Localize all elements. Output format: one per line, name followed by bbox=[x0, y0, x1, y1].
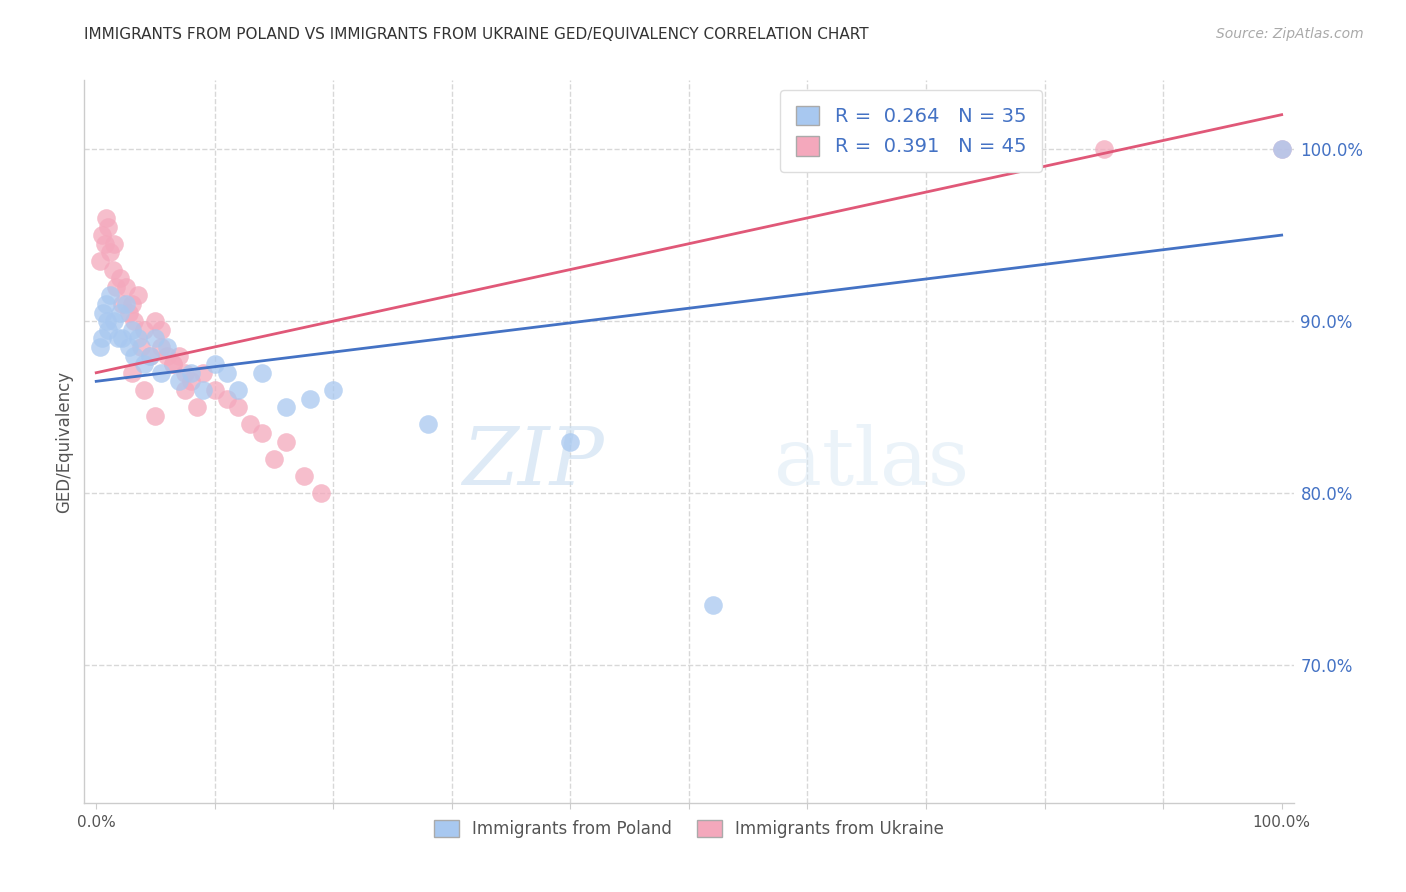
Point bbox=[239, 417, 262, 432]
Point bbox=[132, 323, 155, 337]
Point bbox=[97, 219, 120, 234]
Point bbox=[122, 349, 145, 363]
Point bbox=[145, 331, 167, 345]
Point bbox=[174, 383, 197, 397]
Point bbox=[91, 228, 114, 243]
Point bbox=[145, 314, 167, 328]
Y-axis label: GED/Equivalency: GED/Equivalency bbox=[55, 370, 73, 513]
Point bbox=[174, 366, 197, 380]
Point bbox=[180, 375, 202, 389]
Point bbox=[228, 383, 250, 397]
Point bbox=[118, 340, 141, 354]
Point bbox=[145, 409, 167, 423]
Point bbox=[132, 383, 155, 397]
Point bbox=[162, 357, 184, 371]
Point bbox=[103, 314, 125, 328]
Point bbox=[94, 297, 117, 311]
Point bbox=[108, 271, 131, 285]
Point bbox=[180, 366, 202, 380]
Point bbox=[1271, 142, 1294, 156]
Point bbox=[97, 323, 120, 337]
Point bbox=[96, 314, 118, 328]
Point bbox=[127, 331, 149, 345]
Point bbox=[156, 349, 179, 363]
Point bbox=[100, 288, 122, 302]
Point bbox=[101, 262, 124, 277]
Point bbox=[150, 340, 173, 354]
Point bbox=[89, 340, 111, 354]
Point bbox=[100, 245, 122, 260]
Point bbox=[156, 340, 179, 354]
Point bbox=[215, 392, 238, 406]
Point bbox=[322, 383, 344, 397]
Point bbox=[132, 357, 155, 371]
Point bbox=[150, 323, 173, 337]
Point bbox=[191, 366, 214, 380]
Point bbox=[127, 288, 149, 302]
Point bbox=[108, 305, 131, 319]
Point bbox=[1271, 142, 1294, 156]
Point bbox=[121, 366, 143, 380]
Point bbox=[107, 331, 129, 345]
Point bbox=[111, 331, 134, 345]
Point bbox=[115, 279, 138, 293]
Point bbox=[121, 323, 143, 337]
Point bbox=[418, 417, 440, 432]
Point bbox=[298, 392, 321, 406]
Point bbox=[167, 349, 190, 363]
Point bbox=[118, 305, 141, 319]
Point bbox=[274, 434, 297, 449]
Point bbox=[138, 349, 160, 363]
Point bbox=[1092, 142, 1115, 156]
Point bbox=[560, 434, 582, 449]
Point bbox=[103, 236, 125, 251]
Point bbox=[91, 331, 114, 345]
Point bbox=[250, 366, 273, 380]
Point bbox=[702, 598, 724, 612]
Text: ZIP: ZIP bbox=[463, 425, 605, 502]
Point bbox=[311, 486, 333, 500]
Point bbox=[93, 236, 115, 251]
Point bbox=[94, 211, 117, 225]
Point bbox=[150, 366, 173, 380]
Point bbox=[138, 349, 160, 363]
Point bbox=[228, 400, 250, 414]
Point bbox=[250, 425, 273, 440]
Point bbox=[129, 340, 152, 354]
Point bbox=[162, 357, 184, 371]
Point bbox=[186, 400, 208, 414]
Point bbox=[122, 314, 145, 328]
Point bbox=[121, 297, 143, 311]
Point bbox=[215, 366, 238, 380]
Point bbox=[111, 297, 134, 311]
Text: IMMIGRANTS FROM POLAND VS IMMIGRANTS FROM UKRAINE GED/EQUIVALENCY CORRELATION CH: IMMIGRANTS FROM POLAND VS IMMIGRANTS FRO… bbox=[84, 27, 869, 42]
Text: Source: ZipAtlas.com: Source: ZipAtlas.com bbox=[1216, 27, 1364, 41]
Point bbox=[191, 383, 214, 397]
Text: atlas: atlas bbox=[773, 425, 969, 502]
Point bbox=[167, 375, 190, 389]
Point bbox=[204, 383, 226, 397]
Point bbox=[105, 279, 128, 293]
Point bbox=[91, 305, 114, 319]
Legend: Immigrants from Poland, Immigrants from Ukraine: Immigrants from Poland, Immigrants from … bbox=[427, 814, 950, 845]
Point bbox=[263, 451, 285, 466]
Point bbox=[274, 400, 297, 414]
Point bbox=[89, 253, 111, 268]
Point bbox=[292, 469, 315, 483]
Point bbox=[204, 357, 226, 371]
Point bbox=[115, 297, 138, 311]
